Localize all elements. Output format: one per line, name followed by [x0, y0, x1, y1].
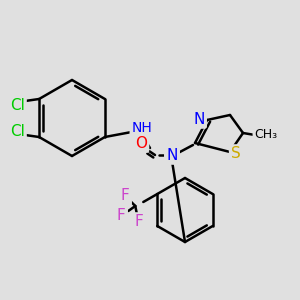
Text: NH: NH — [132, 121, 152, 135]
Text: S: S — [231, 146, 241, 161]
Text: N: N — [193, 112, 205, 127]
Text: F: F — [121, 188, 130, 203]
Text: F: F — [117, 208, 126, 224]
Text: O: O — [135, 136, 147, 151]
Text: Cl: Cl — [10, 124, 25, 139]
Text: CH₃: CH₃ — [254, 128, 278, 142]
Text: N: N — [166, 148, 178, 163]
Text: F: F — [135, 214, 144, 230]
Text: Cl: Cl — [10, 98, 25, 112]
